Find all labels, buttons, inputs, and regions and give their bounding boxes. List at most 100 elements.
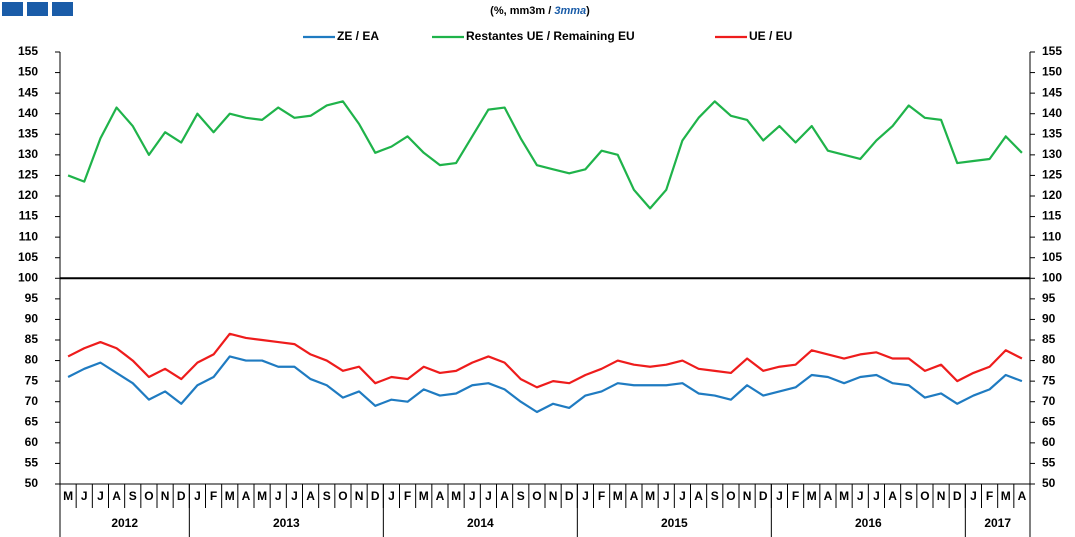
y-tick-label: 55 (25, 456, 39, 470)
x-tick-label: D (371, 489, 380, 503)
x-tick-label: J (485, 489, 492, 503)
x-tick-label: M (63, 489, 73, 503)
y2-tick-label: 65 (1042, 414, 1056, 428)
x-tick-label: M (807, 489, 817, 503)
x-tick-label: J (388, 489, 395, 503)
y2-tick-label: 130 (1042, 147, 1062, 161)
y-tick-label: 130 (18, 147, 38, 161)
y-tick-label: 155 (18, 44, 38, 58)
x-tick-label: S (517, 489, 525, 503)
x-tick-label: A (824, 489, 833, 503)
series-line (67, 332, 1023, 389)
y2-tick-label: 135 (1042, 126, 1062, 140)
x-tick-label: J (194, 489, 201, 503)
x-tick-label: J (582, 489, 589, 503)
x-tick-label: D (177, 489, 186, 503)
y2-tick-label: 55 (1042, 456, 1056, 470)
y-tick-label: 80 (25, 353, 39, 367)
x-tick-label: F (404, 489, 411, 503)
y2-tick-label: 85 (1042, 332, 1056, 346)
y-tick-label: 115 (19, 209, 39, 223)
x-tick-label: O (532, 489, 541, 503)
x-tick-label: S (323, 489, 331, 503)
y2-tick-label: 150 (1042, 65, 1062, 79)
x-tick-label: J (970, 489, 977, 503)
y-tick-label: 75 (25, 373, 39, 387)
y-tick-label: 85 (25, 332, 39, 346)
y2-tick-label: 120 (1042, 188, 1062, 202)
y-tick-label: 90 (25, 312, 39, 326)
x-tick-label: J (291, 489, 298, 503)
x-tick-label: J (97, 489, 104, 503)
y-tick-label: 110 (19, 229, 39, 243)
y2-tick-label: 105 (1042, 250, 1062, 264)
y2-tick-label: 145 (1042, 85, 1062, 99)
y2-tick-label: 115 (1042, 209, 1062, 223)
y2-tick-label: 95 (1042, 291, 1056, 305)
y2-tick-label: 125 (1042, 168, 1062, 182)
series-line (67, 100, 1023, 210)
y2-tick-label: 80 (1042, 353, 1056, 367)
x-tick-label: N (355, 489, 364, 503)
x-tick-label: M (613, 489, 623, 503)
x-tick-label: A (694, 489, 703, 503)
x-tick-label: J (469, 489, 476, 503)
y2-tick-label: 100 (1042, 270, 1062, 284)
x-tick-label: A (436, 489, 445, 503)
x-tick-label: N (937, 489, 946, 503)
x-tick-label: M (451, 489, 461, 503)
logo-block (2, 2, 23, 16)
year-label: 2014 (467, 516, 494, 530)
x-tick-label: A (500, 489, 509, 503)
x-tick-label: N (549, 489, 558, 503)
x-tick-label: F (210, 489, 217, 503)
x-tick-label: N (743, 489, 752, 503)
legend-label: Restantes UE / Remaining EU (466, 29, 635, 43)
y2-tick-label: 140 (1042, 106, 1062, 120)
series-line (67, 355, 1023, 414)
y-tick-label: 70 (25, 394, 39, 408)
x-tick-label: D (565, 489, 574, 503)
year-label: 2017 (984, 516, 1011, 530)
x-tick-label: F (986, 489, 993, 503)
logo-block (52, 2, 73, 16)
x-tick-label: F (792, 489, 799, 503)
x-tick-label: S (711, 489, 719, 503)
x-tick-label: D (759, 489, 768, 503)
legend-label: ZE / EA (337, 29, 379, 43)
x-tick-label: J (679, 489, 686, 503)
y-tick-label: 150 (18, 65, 38, 79)
x-tick-label: M (645, 489, 655, 503)
x-tick-label: N (161, 489, 170, 503)
x-tick-label: O (144, 489, 153, 503)
x-tick-label: J (857, 489, 864, 503)
x-tick-label: A (242, 489, 251, 503)
x-tick-label: J (873, 489, 880, 503)
x-tick-label: J (81, 489, 88, 503)
y-tick-label: 95 (25, 291, 39, 305)
x-tick-label: O (920, 489, 929, 503)
y-tick-label: 105 (18, 250, 38, 264)
year-label: 2012 (111, 516, 138, 530)
y2-tick-label: 90 (1042, 312, 1056, 326)
y2-tick-label: 110 (1042, 229, 1062, 243)
x-tick-label: J (663, 489, 670, 503)
y-tick-label: 60 (25, 435, 39, 449)
x-tick-label: S (905, 489, 913, 503)
y-tick-label: 140 (18, 106, 38, 120)
x-tick-label: J (776, 489, 783, 503)
x-tick-label: A (888, 489, 897, 503)
x-tick-label: A (306, 489, 315, 503)
x-tick-label: M (257, 489, 267, 503)
x-tick-label: A (112, 489, 121, 503)
y-tick-label: 135 (18, 126, 38, 140)
y-tick-label: 145 (18, 85, 38, 99)
x-tick-label: F (598, 489, 605, 503)
y-tick-label: 125 (18, 168, 38, 182)
year-label: 2015 (661, 516, 688, 530)
x-tick-label: M (839, 489, 849, 503)
y-tick-label: 120 (18, 188, 38, 202)
x-tick-label: M (1001, 489, 1011, 503)
y-tick-label: 65 (25, 414, 39, 428)
